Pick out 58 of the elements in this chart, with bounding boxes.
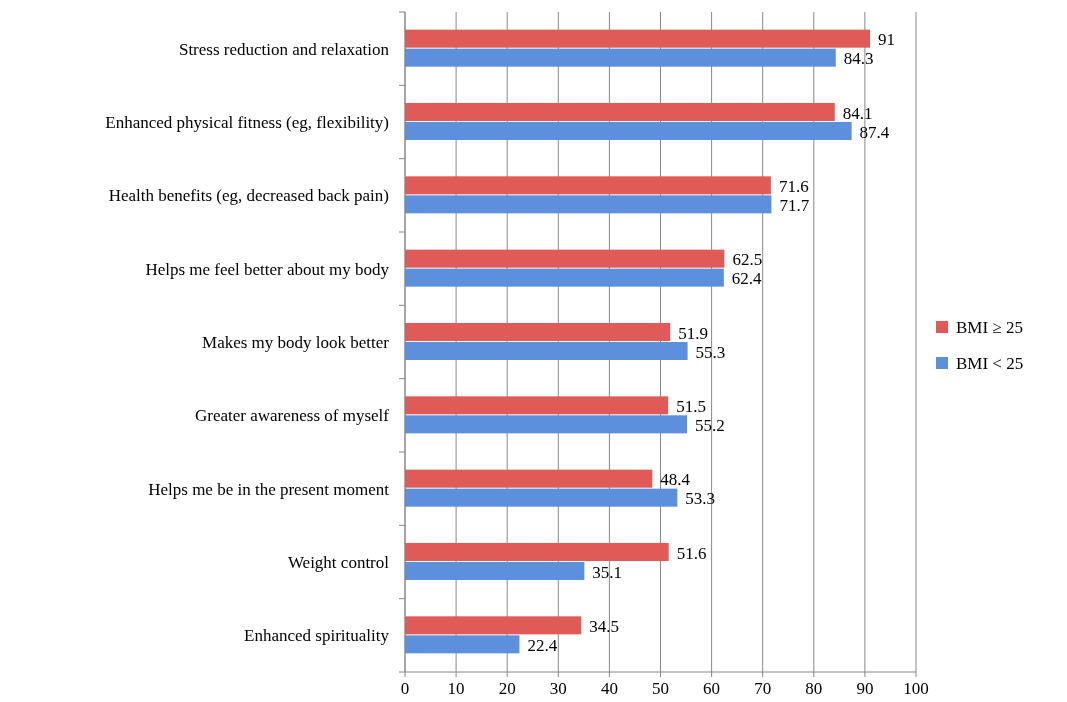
- data-label: 84.1: [842, 103, 873, 123]
- bar: [405, 122, 852, 140]
- x-tick-label: 0: [400, 679, 410, 698]
- bar: [405, 616, 582, 635]
- x-tick-label: 90: [856, 679, 874, 698]
- bar: [405, 195, 772, 214]
- x-tick-label: 60: [703, 679, 721, 698]
- x-tick-label: 20: [498, 679, 516, 698]
- data-label: 51.9: [678, 323, 708, 343]
- x-tick-label: 30: [549, 679, 567, 698]
- data-label: 55.2: [695, 415, 725, 435]
- bar: [405, 635, 520, 654]
- x-tick-label: 70: [754, 679, 772, 698]
- bar: [405, 415, 688, 434]
- bar: [405, 48, 836, 67]
- bar: [405, 268, 724, 287]
- data-label: 51.5: [676, 396, 706, 416]
- bar: [405, 488, 678, 507]
- bar: [405, 342, 688, 360]
- bar: [405, 396, 669, 415]
- bar: [405, 176, 771, 195]
- data-label: 71.6: [778, 176, 809, 196]
- bar: [405, 103, 835, 121]
- bar: [405, 323, 671, 341]
- y-tick-label: Enhanced physical fitness (eg, flexibility): [105, 113, 389, 132]
- y-tick-label: Weight control: [287, 553, 390, 572]
- x-tick-label: 80: [805, 679, 823, 698]
- y-tick-label: Enhanced spirituality: [244, 626, 390, 646]
- y-tick-label: Health benefits (eg, decreased back pain): [108, 186, 389, 206]
- bar: [405, 29, 871, 48]
- data-label: 62.5: [732, 250, 763, 270]
- legend-label: BMI < 25: [956, 354, 1024, 373]
- data-label: 91: [878, 30, 896, 50]
- data-label: 22.4: [527, 635, 558, 655]
- data-label: 34.5: [589, 616, 620, 636]
- bar: [405, 469, 653, 488]
- y-tick-label: Helps me feel better about my body: [145, 259, 390, 279]
- bar: [405, 543, 669, 561]
- data-label: 35.1: [592, 562, 623, 582]
- data-label: 84.3: [843, 49, 874, 69]
- bar: [405, 562, 585, 580]
- bar: [405, 249, 725, 268]
- data-label: 53.3: [685, 489, 716, 509]
- data-label: 62.4: [731, 269, 763, 289]
- data-label: 87.4: [859, 122, 890, 142]
- y-tick-label: Stress reduction and relaxation: [178, 39, 390, 59]
- y-tick-label: Helps me be in the present moment: [148, 479, 390, 499]
- x-tick-label: 40: [600, 679, 618, 698]
- data-label: 51.6: [676, 543, 707, 563]
- data-label: 48.4: [660, 470, 691, 490]
- x-tick-label: 100: [903, 679, 929, 698]
- data-label: 55.3: [695, 342, 726, 362]
- x-tick-label: 10: [447, 679, 465, 698]
- y-tick-label: Makes my body look better: [202, 333, 390, 352]
- legend-label: BMI ≥ 25: [956, 318, 1023, 337]
- data-label: 71.7: [779, 195, 810, 215]
- y-tick-label: Greater awareness of myself: [195, 406, 390, 426]
- x-tick-label: 50: [652, 679, 669, 698]
